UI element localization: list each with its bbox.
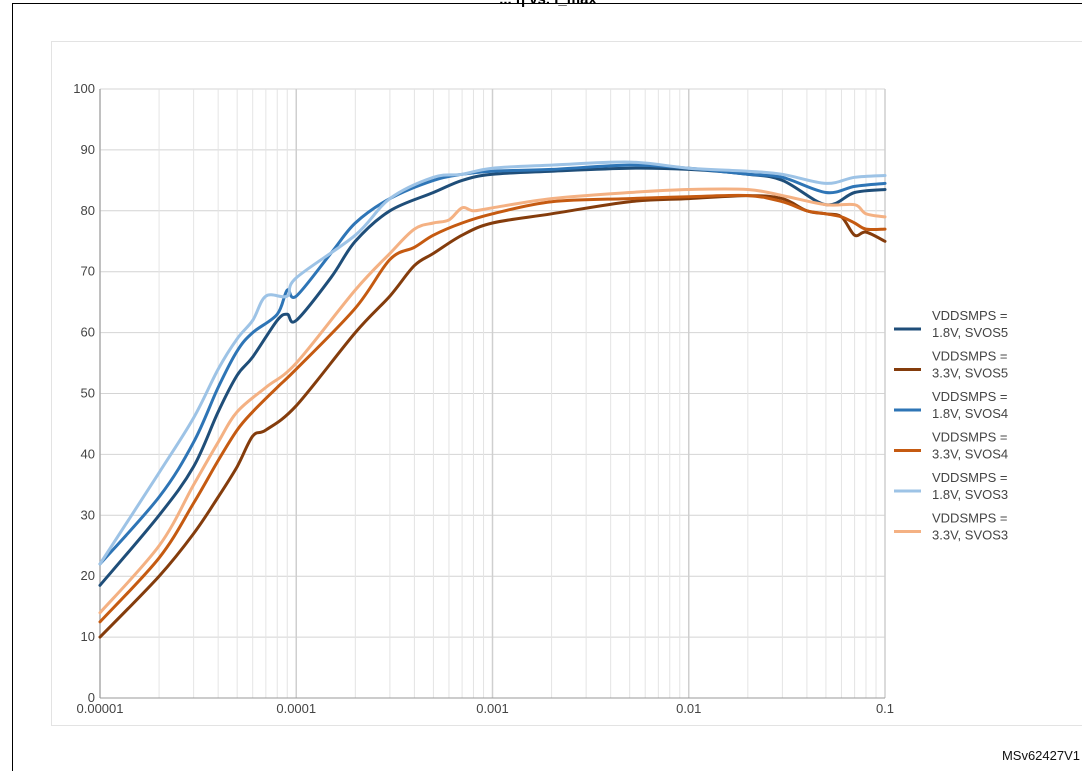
y-tick-label: 60 [81,325,95,340]
legend-label-4: VDDSMPS = 3.3V, SVOS4 [932,430,1008,462]
y-tick-label: 70 [81,264,95,279]
series-line-4 [98,193,887,624]
figure-frame: ... η vs. I_max 0 10 20 30 40 50 60 70 80 90 100 0.… [12,0,1082,771]
legend-label-5: VDDSMPS = 1.8V, SVOS3 [932,470,1008,502]
chart-panel: 0 10 20 30 40 50 60 70 80 90 100 0.00001 0.0001 0.001… [51,41,1082,726]
legend-label-line: 3.3V, SVOS5 [932,366,1008,381]
figure-code: MSv62427V1 [1001,748,1080,763]
x-tick-label: 0.1 [876,701,894,716]
axes: 0 10 20 30 40 50 60 70 80 90 100 0.00001 0.0001 0.001… [73,81,894,716]
legend-label-2: VDDSMPS = 3.3V, SVOS5 [932,349,1008,381]
grid [99,88,886,699]
y-tick-label: 50 [81,386,95,401]
figure-title-fragment: ... η vs. I_max [13,0,1082,8]
series-line-5 [98,160,887,566]
legend-label-line: VDDSMPS = [932,470,1008,485]
x-tick-label: 0.00001 [77,701,124,716]
y-tick-label: 20 [81,568,95,583]
x-tick-label: 0.0001 [276,701,316,716]
legend-label-line: 3.3V, SVOS3 [932,528,1008,543]
legend-label-line: VDDSMPS = [932,308,1008,323]
series-line-6 [98,187,887,615]
legend-label-3: VDDSMPS = 1.8V, SVOS4 [932,389,1008,421]
line-chart: 0 10 20 30 40 50 60 70 80 90 100 0.00001 0.0001 0.001… [73,81,1008,716]
y-tick-label: 10 [81,629,95,644]
legend-label-line: 3.3V, SVOS4 [932,447,1008,462]
legend-label-line: VDDSMPS = [932,389,1008,404]
x-tick-label: 0.01 [676,701,701,716]
y-tick-label: 90 [81,142,95,157]
legend-label-1: VDDSMPS = 1.8V, SVOS5 [932,308,1008,340]
y-tick-label: 0 [88,690,95,705]
y-tick-label: 40 [81,446,95,461]
y-tick-label: 80 [81,203,95,218]
legend-label-line: VDDSMPS = [932,511,1008,526]
y-tick-label: 30 [81,507,95,522]
legend: VDDSMPS = 1.8V, SVOS5 VDDSMPS = 3.3V, SVOS5… [894,308,1008,543]
legend-label-line: VDDSMPS = [932,349,1008,364]
legend-label-6: VDDSMPS = 3.3V, SVOS3 [932,511,1008,543]
legend-label-line: 1.8V, SVOS4 [932,406,1008,421]
legend-label-line: 1.8V, SVOS3 [932,487,1008,502]
x-tick-label: 0.001 [476,701,509,716]
legend-label-line: 1.8V, SVOS5 [932,325,1008,340]
series-lines [98,160,887,639]
legend-label-line: VDDSMPS = [932,430,1008,445]
y-tick-label: 100 [73,81,95,96]
